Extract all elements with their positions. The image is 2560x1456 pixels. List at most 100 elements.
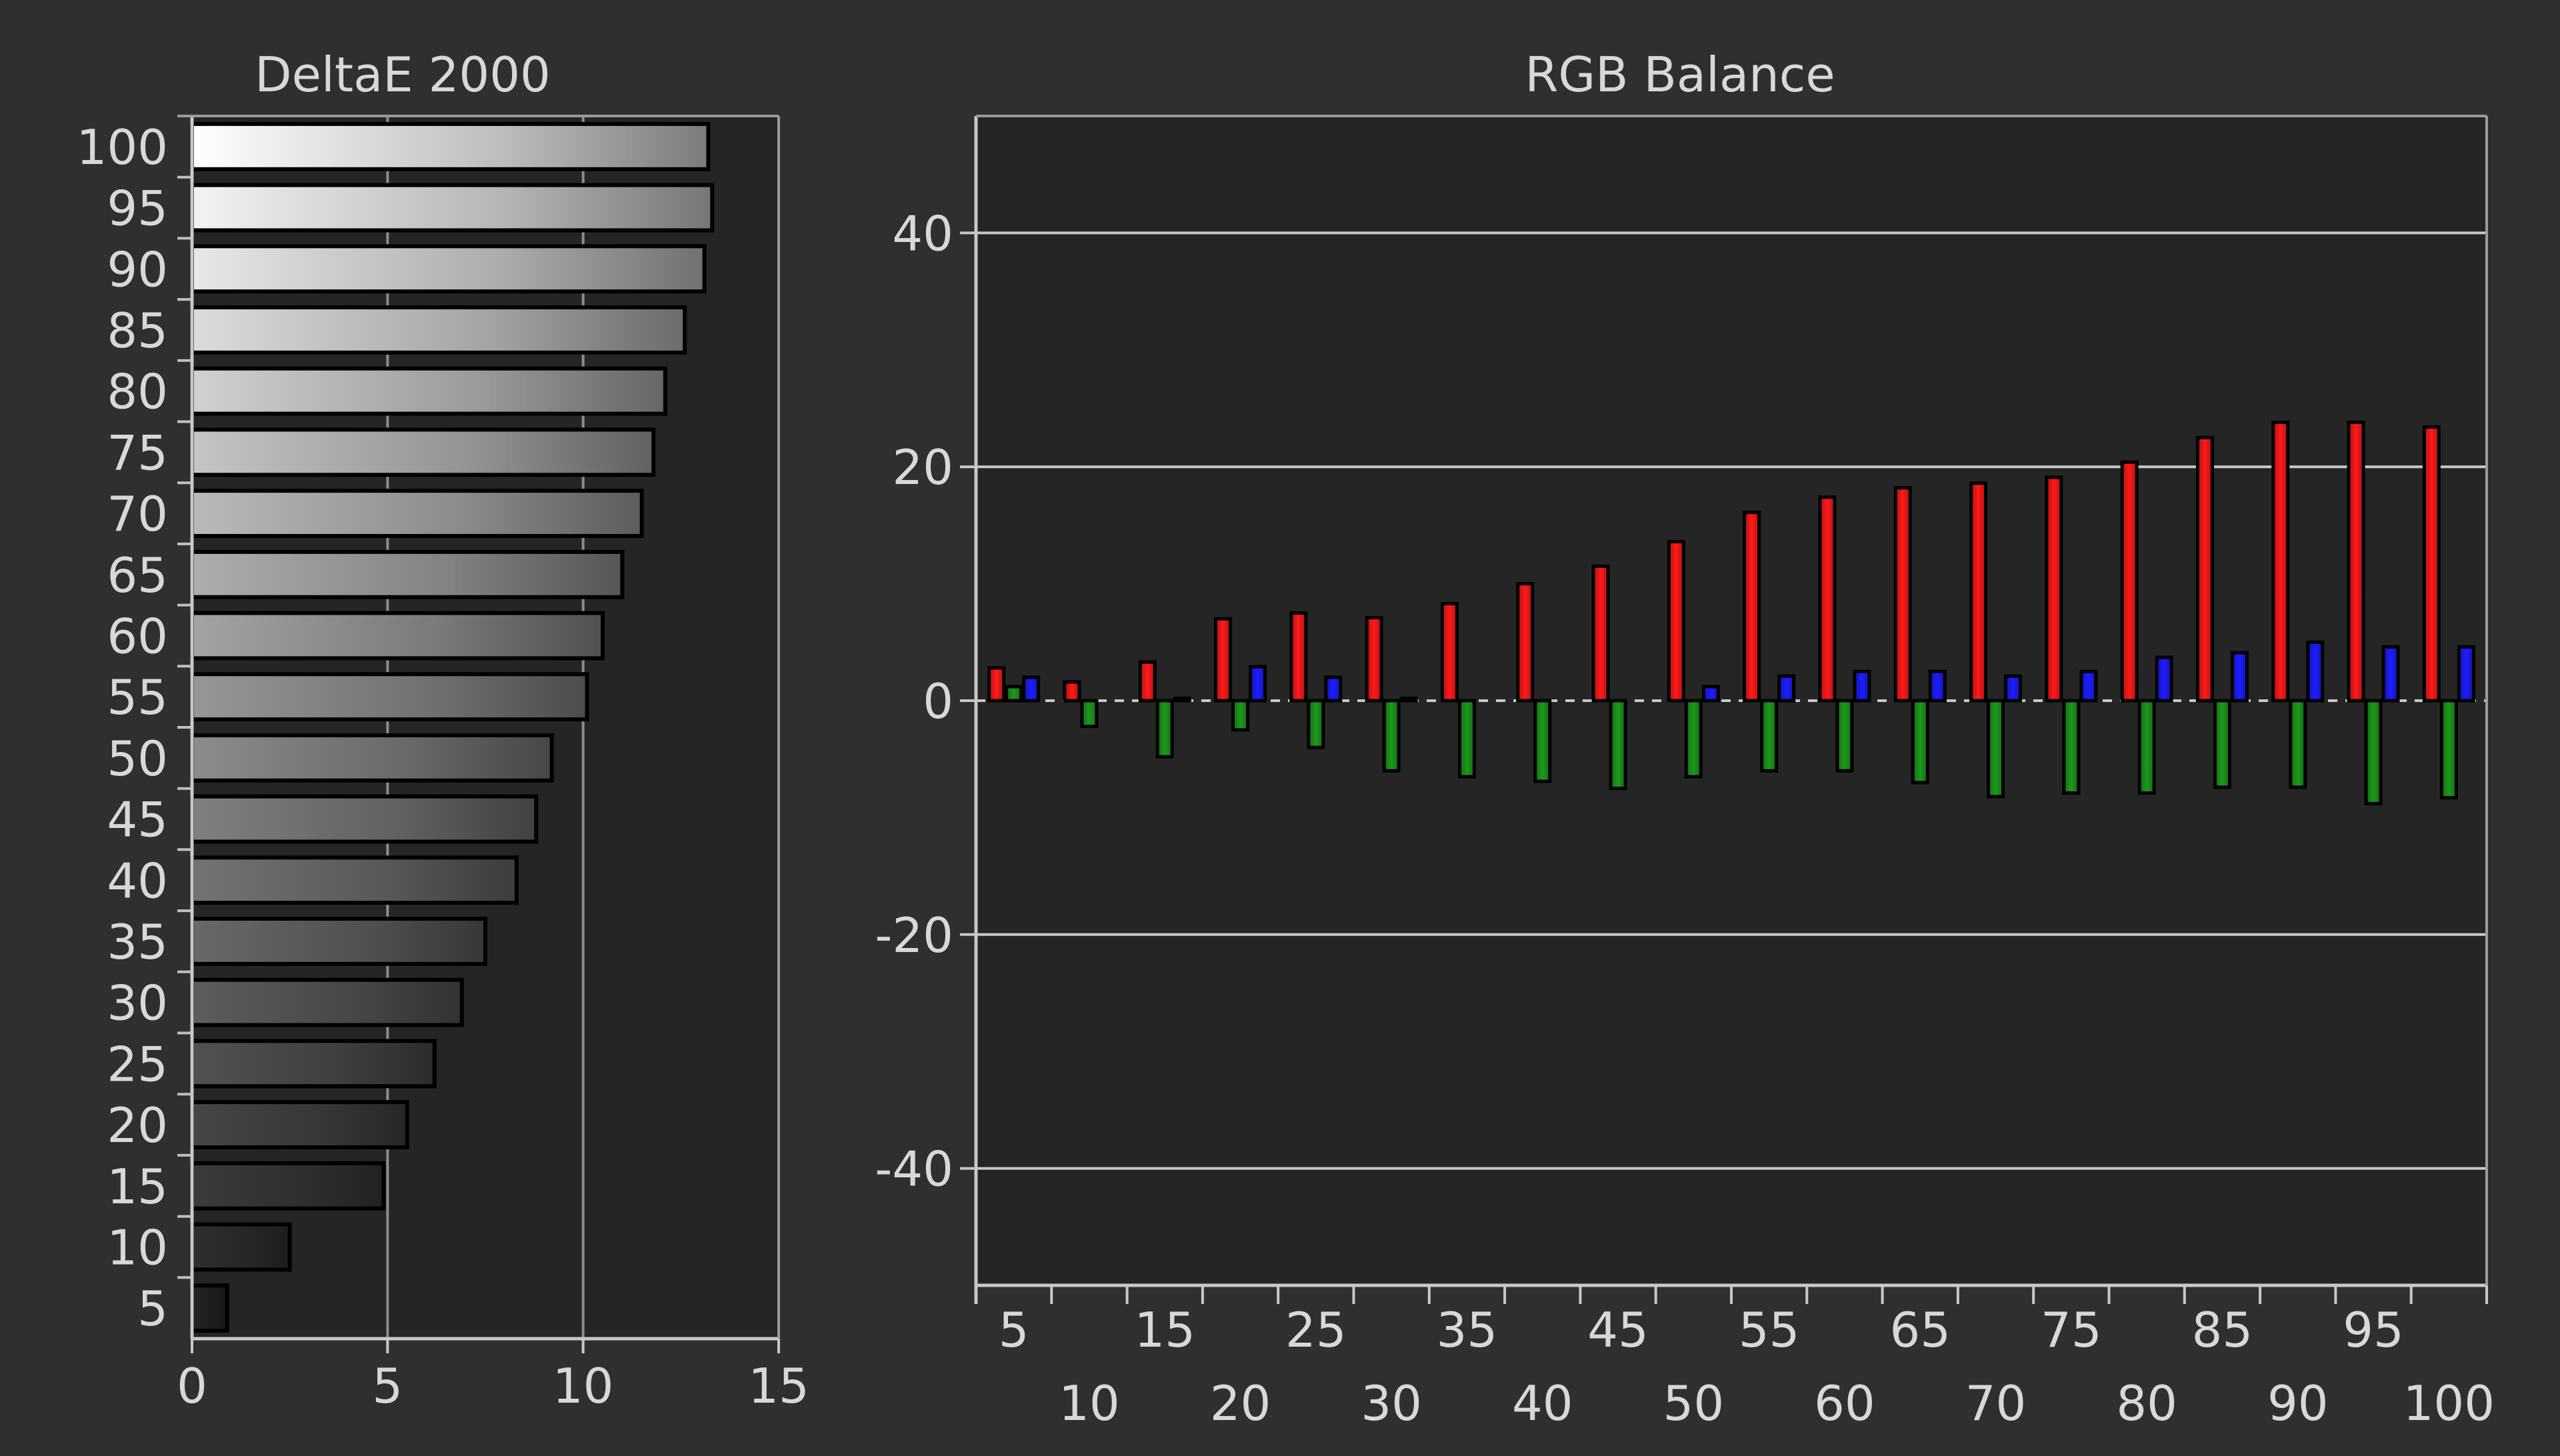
deltae-x-tick-10: 10 [553,1358,614,1414]
deltae-bar-25 [190,1039,437,1089]
rgb-bar-red-40 [1516,582,1535,703]
rgb-bar-red-30 [1365,615,1383,703]
rgb-x-tick-5: 5 [999,1302,1029,1358]
rgb-bar-green-65 [1911,699,1929,785]
deltae-bar-45 [190,794,539,844]
deltae-y-tick-80: 80 [107,364,168,420]
rgb-x-tick-10: 10 [1059,1375,1120,1431]
deltae-x-tick-15: 15 [748,1358,809,1414]
rgb-bar-red-25 [1289,611,1308,703]
rgb-bar-blue-50 [1701,685,1720,703]
rgb-bar-red-35 [1440,601,1459,703]
deltae-bar-85 [190,305,687,355]
rgb-bar-blue-85 [2230,651,2249,703]
rgb-x-tick-80: 80 [2116,1375,2177,1431]
rgb-x-tick-45: 45 [1587,1302,1649,1358]
rgb-y-tick-20: 20 [892,439,953,495]
rgb-x-tick-35: 35 [1437,1302,1498,1358]
deltae-plot-area [192,116,779,1339]
rgb-bar-red-15 [1138,660,1157,703]
rgb-bar-red-90 [2271,421,2290,703]
rgb-x-tick-95: 95 [2343,1302,2404,1358]
deltae-y-tick-15: 15 [107,1159,168,1215]
deltae-tick-labels: 5101520253035404550556065707580859095100… [77,119,809,1414]
rgb-x-tick-20: 20 [1210,1375,1271,1431]
rgb-x-tick-100: 100 [2403,1375,2495,1431]
deltae-bar-55 [190,672,589,722]
rgb-bar-red-10 [1063,680,1081,703]
rgb-bar-blue-90 [2306,640,2325,703]
rgb-bar-green-15 [1155,699,1174,759]
deltae-bar-90 [190,244,707,294]
deltae-y-tick-75: 75 [107,425,168,481]
rgb-bar-green-85 [2213,699,2231,789]
deltae-y-tick-60: 60 [107,608,168,664]
deltae-y-tick-40: 40 [107,853,168,909]
deltae-bar-100 [190,121,711,171]
rgb-bar-blue-15 [1173,696,1191,703]
rgb-x-tick-70: 70 [1965,1375,2027,1431]
rgb-bar-green-45 [1609,699,1627,791]
deltae-y-tick-25: 25 [107,1036,168,1092]
deltae-axes [177,115,780,1353]
rgb-bar-blue-75 [2079,669,2098,703]
deltae-bar-5 [190,1283,229,1333]
rgb-bar-green-55 [1760,699,1779,773]
rgb-bar-blue-60 [1853,669,1871,703]
rgb-x-tick-30: 30 [1361,1375,1422,1431]
rgb-balance-chart: RGB Balance -40-200204051015202530354045… [875,47,2495,1431]
rgb-y-tick-40: -40 [875,1141,953,1197]
rgb-bar-blue-55 [1777,674,1796,703]
rgb-bar-green-80 [2137,699,2156,795]
deltae-bar-80 [190,366,667,416]
deltae-bar-15 [190,1161,386,1211]
deltae-y-tick-10: 10 [107,1219,168,1275]
rgb-bar-red-100 [2422,425,2441,703]
deltae-y-tick-5: 5 [137,1281,168,1337]
deltae-y-tick-65: 65 [107,547,168,603]
deltae-bar-75 [190,427,656,477]
rgb-x-tick-60: 60 [1814,1375,1875,1431]
rgb-tick-labels: -40-200204051015202530354045505560657075… [875,205,2495,1431]
deltae-y-tick-50: 50 [107,731,168,787]
rgb-bar-green-50 [1684,699,1703,779]
rgb-bar-red-70 [1969,481,1988,703]
deltae-bar-10 [190,1222,292,1272]
rgb-bar-blue-5 [1022,675,1041,703]
rgb-x-tick-65: 65 [1889,1302,1951,1358]
rgb-x-tick-50: 50 [1663,1375,1725,1431]
rgb-balance-title: RGB Balance [1525,47,1835,103]
rgb-bar-red-50 [1667,539,1685,703]
deltae-y-tick-95: 95 [107,181,168,237]
rgb-bar-blue-65 [1928,669,1947,703]
deltae-bar-65 [190,549,625,599]
rgb-bar-green-95 [2364,699,2383,805]
rgb-x-tick-85: 85 [2192,1302,2253,1358]
deltae-x-tick-0: 0 [177,1358,207,1414]
rgb-bar-green-35 [1457,699,1476,779]
rgb-bar-red-60 [1818,495,1837,703]
deltae-bar-30 [190,977,464,1027]
deltae-bar-35 [190,917,487,966]
rgb-bar-green-30 [1382,699,1401,773]
rgb-y-tick-0: 0 [923,673,953,729]
rgb-bar-green-75 [2062,699,2081,795]
rgb-bar-blue-25 [1324,675,1343,703]
deltae-bar-70 [190,489,644,538]
rgb-bar-green-10 [1080,699,1099,729]
deltae-y-tick-45: 45 [107,792,168,848]
deltae-y-tick-90: 90 [107,241,168,297]
rgb-bar-red-65 [1893,486,1912,703]
rgb-bar-blue-20 [1249,665,1267,703]
deltae-bar-95 [190,183,715,233]
rgb-bar-red-45 [1591,564,1610,703]
rgb-bar-green-70 [1987,699,2005,799]
rgb-bar-green-25 [1307,699,1325,749]
deltae-x-tick-5: 5 [372,1358,403,1414]
deltae-y-tick-85: 85 [107,303,168,359]
deltae-bar-50 [190,733,554,783]
rgb-axes [960,115,2488,1304]
rgb-bar-green-100 [2439,699,2458,800]
deltae-y-tick-20: 20 [107,1097,168,1153]
